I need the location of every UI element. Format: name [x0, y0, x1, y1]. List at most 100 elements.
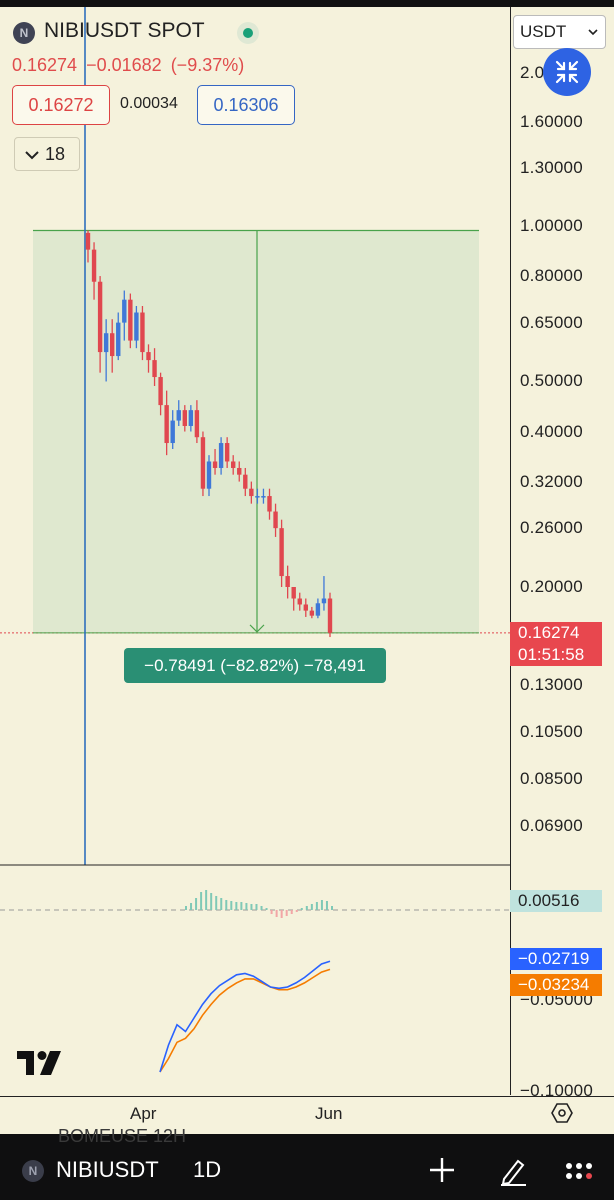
indicators-toggle-button[interactable]: 18	[14, 137, 80, 171]
price-tick: 0.08500	[520, 769, 583, 788]
candle-body	[122, 299, 127, 323]
symbol-search-button[interactable]: NIBIUSDT	[56, 1157, 159, 1182]
candle-body	[243, 474, 248, 489]
plus-icon[interactable]	[428, 1156, 456, 1189]
sell-button[interactable]: 0.16272	[12, 85, 110, 125]
candle-body	[170, 420, 175, 444]
spread-value: 0.00034	[120, 95, 178, 112]
price-tick: 0.50000	[520, 371, 583, 390]
candle-body	[128, 299, 133, 341]
bar-countdown-tag: 01:51:58	[510, 644, 602, 666]
indicator-tick: −0.10000	[520, 1081, 593, 1100]
histogram-bar	[300, 908, 303, 910]
histogram-bar	[240, 902, 243, 910]
buy-button[interactable]: 0.16306	[197, 85, 295, 125]
histogram-bar	[200, 892, 203, 910]
price-tick: 0.32000	[520, 472, 583, 491]
candle-body	[152, 360, 157, 378]
time-axis[interactable]	[0, 1096, 614, 1135]
hexagon-settings-icon[interactable]	[551, 1102, 573, 1124]
histogram-bar	[331, 906, 333, 910]
candle-body	[97, 281, 103, 353]
candle-body	[273, 511, 278, 529]
symbol-logo: N	[22, 1160, 44, 1182]
market-status-icon[interactable]	[237, 22, 259, 44]
histogram-bar	[210, 893, 213, 910]
histogram-bar	[250, 904, 253, 910]
price-tick: 0.10500	[520, 722, 583, 741]
chevron-down-icon	[587, 16, 599, 62]
histogram-bar	[235, 902, 238, 910]
price-tick: 1.00000	[520, 216, 583, 235]
tradingview-logo[interactable]	[17, 1051, 61, 1080]
currency-select[interactable]: USDT	[513, 15, 606, 49]
histogram-bar	[270, 910, 273, 914]
histogram-bar	[295, 910, 298, 912]
macd-value-tag: −0.02719	[510, 948, 602, 970]
currency-value: USDT	[520, 22, 567, 41]
symbol-logo: N	[13, 22, 35, 44]
price-tick: 0.06900	[520, 816, 583, 835]
histogram-bar	[185, 906, 187, 910]
price-chart[interactable]	[0, 7, 510, 1095]
price-tick: 0.40000	[520, 422, 583, 441]
exit-fullscreen-button[interactable]	[543, 48, 591, 96]
histogram-bar	[265, 908, 268, 910]
ellipsis-icon[interactable]	[565, 1162, 593, 1187]
symbol-title[interactable]: NIBIUSDT SPOT	[44, 19, 205, 42]
signal-line	[159, 968, 331, 1073]
measure-result-label[interactable]: −0.78491 (−82.82%) −78,491	[124, 648, 386, 683]
candle-body	[103, 333, 109, 353]
candle-body	[321, 598, 327, 604]
time-label: Apr	[130, 1104, 157, 1123]
histogram-bar	[195, 898, 198, 910]
histogram-bar	[315, 902, 318, 910]
candle-body	[176, 410, 181, 421]
candle-body	[303, 604, 308, 611]
candle-body	[182, 410, 187, 426]
scrolled-list-ghost: BOMEUSE 12H	[58, 1126, 187, 1146]
candle-body	[255, 496, 260, 498]
price-tick: 2.0	[520, 63, 545, 82]
last-price-tag: 0.16274	[510, 622, 602, 644]
candle-body	[146, 352, 151, 361]
candle-body	[110, 333, 115, 357]
candle-body	[218, 443, 224, 468]
candle-body	[212, 461, 218, 468]
histogram-bar	[310, 904, 313, 910]
price-tick: 1.60000	[520, 112, 583, 131]
histogram-bar	[275, 910, 278, 917]
quote-line: 0.16274 −0.01682 (−9.37%)	[12, 55, 244, 76]
interval-button[interactable]: 1D	[193, 1157, 222, 1182]
histogram-bar	[325, 901, 328, 910]
candle-body	[315, 603, 321, 616]
histogram-bar	[190, 903, 193, 910]
histogram-bar	[280, 910, 283, 918]
histogram-bar	[290, 910, 293, 914]
price-tick: 1.30000	[520, 158, 583, 177]
signal-value-tag: −0.03234	[510, 974, 602, 996]
histogram-bar	[260, 906, 263, 910]
indicators-count: 18	[45, 144, 66, 164]
price-change: −0.01682	[86, 55, 162, 75]
candle-body	[134, 312, 139, 341]
last-price: 0.16274	[12, 55, 78, 75]
candle-body	[206, 461, 212, 489]
candle-body	[279, 528, 284, 577]
histogram-bar	[245, 903, 248, 910]
measure-zone	[33, 230, 479, 633]
macd-indicator-pane[interactable]	[0, 0, 510, 1095]
candle-body	[164, 405, 169, 444]
candle-body	[237, 467, 242, 475]
price-tick: 0.80000	[520, 266, 583, 285]
macd-line	[159, 960, 331, 1073]
candle-body	[140, 312, 145, 353]
price-change-pct: (−9.37%)	[170, 55, 245, 75]
bottom-toolbar	[0, 1134, 614, 1200]
candle-body	[158, 377, 163, 406]
candle-body	[224, 443, 230, 462]
candle-body	[249, 488, 254, 497]
pencil-icon[interactable]	[498, 1156, 528, 1191]
candle-body	[267, 496, 272, 512]
price-scale[interactable]	[510, 7, 614, 1095]
